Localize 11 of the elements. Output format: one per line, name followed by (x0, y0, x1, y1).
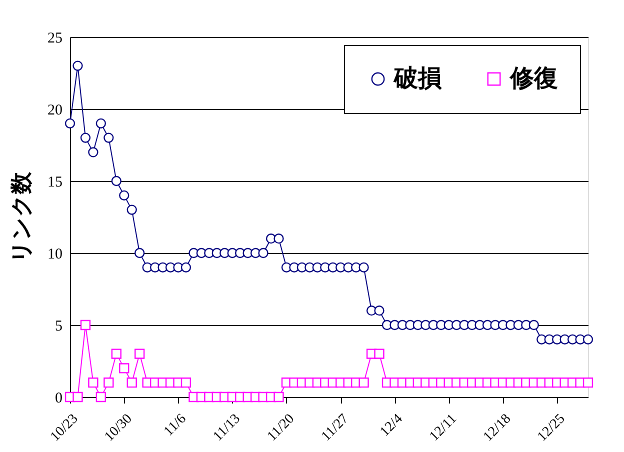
y-tick-label: 10 (48, 246, 62, 262)
y-tick-label: 25 (48, 30, 62, 46)
y-axis-title: リンク数 (10, 171, 34, 263)
x-tick-label: 11/6 (162, 412, 190, 440)
legend-label: 破損 (393, 64, 442, 92)
y-tick-label: 0 (55, 390, 62, 406)
y-tick-label: 15 (48, 174, 62, 190)
x-tick-label: 12/4 (378, 412, 406, 440)
y-tick-label: 20 (48, 102, 62, 118)
legend-label: 修復 (509, 64, 558, 92)
y-tick-label: 5 (55, 318, 62, 334)
